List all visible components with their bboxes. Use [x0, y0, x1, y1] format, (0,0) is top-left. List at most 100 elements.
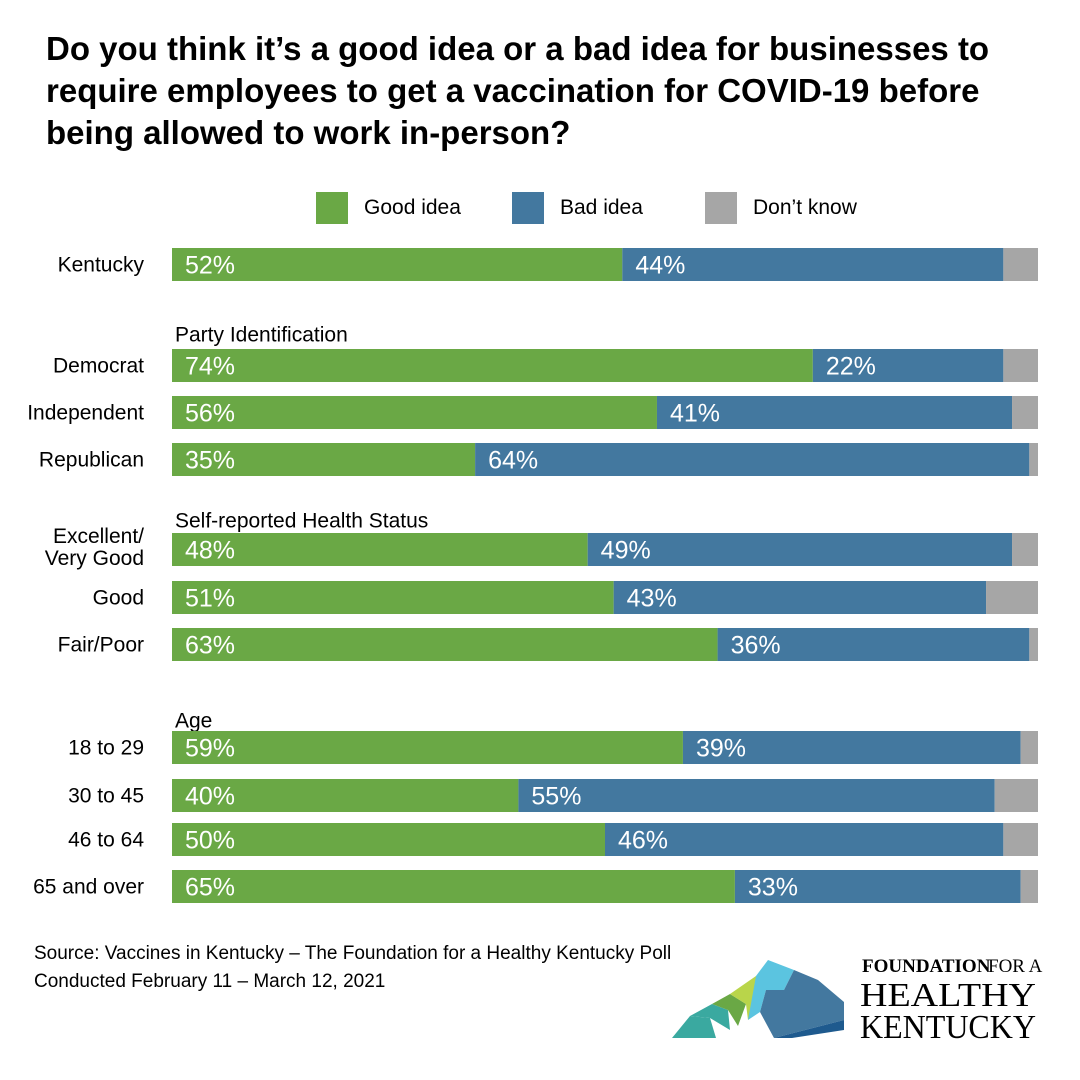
bar-dont-know [1003, 823, 1038, 856]
bar-bad [605, 823, 1004, 856]
category-label: 18 to 29 [68, 737, 144, 760]
logo-for-a-text: FOR A [988, 956, 1043, 977]
bar-row: Excellent/Very Good 48% 49% [45, 525, 1038, 570]
bar-bad [622, 248, 1004, 281]
bar-good [172, 731, 683, 764]
category-label: Excellent/Very Good [45, 525, 144, 570]
legend-item-dont-know: Don’t know [705, 190, 857, 226]
category-label: Republican [39, 449, 144, 472]
data-label-bad: 39% [696, 735, 746, 763]
bar-good [172, 870, 735, 903]
bar-bad [656, 396, 1013, 429]
category-label: 30 to 45 [68, 785, 144, 808]
bar-dont-know [994, 779, 1038, 812]
bar-dont-know [1003, 349, 1038, 382]
data-label-good: 50% [185, 827, 235, 855]
bar-row: Kentucky 52% 44% [58, 248, 1038, 281]
data-label-bad: 41% [670, 400, 720, 428]
bar-dont-know [986, 581, 1038, 614]
group-label: Party Identification [175, 324, 348, 347]
bar-good [172, 823, 605, 856]
bar-dont-know [1029, 628, 1038, 661]
data-label-good: 74% [185, 353, 235, 381]
data-label-good: 63% [185, 632, 235, 660]
source-note: Source: Vaccines in Kentucky – The Found… [34, 940, 774, 996]
bar-bad [475, 443, 1030, 476]
data-label-bad: 36% [731, 632, 781, 660]
bar-good [172, 248, 623, 281]
group-label: Self-reported Health Status [175, 510, 428, 533]
data-label-good: 59% [185, 735, 235, 763]
bar-row: Fair/Poor 63% 36% [58, 628, 1038, 661]
legend-item-good: Good idea [316, 190, 461, 226]
data-label-good: 40% [185, 783, 235, 811]
legend-label-dont-know: Don’t know [753, 196, 857, 219]
group-label: Age [175, 710, 212, 733]
bar-good [172, 443, 476, 476]
source-line-2: Conducted February 11 – March 12, 2021 [34, 971, 386, 992]
bar-row: Democrat 74% 22% [53, 349, 1038, 382]
legend-item-bad: Bad idea [512, 190, 643, 226]
bar-good [172, 628, 718, 661]
category-label: Independent [27, 402, 144, 425]
data-label-good: 56% [185, 400, 235, 428]
logo-kentucky-text: KENTUCKY [860, 1009, 1036, 1046]
bar-bad [518, 779, 995, 812]
bar-bad [682, 731, 1021, 764]
bar-dont-know [1020, 870, 1038, 903]
bar-row: 46 to 64 50% 46% [68, 823, 1038, 856]
data-label-bad: 43% [627, 585, 677, 613]
bar-dont-know [1020, 731, 1038, 764]
legend-label-good: Good idea [364, 196, 461, 219]
legend: Good idea Bad idea Don’t know [0, 190, 1080, 226]
category-label: Fair/Poor [58, 634, 144, 657]
bar-bad [812, 349, 1004, 382]
source-line-1: Source: Vaccines in Kentucky – The Found… [34, 943, 672, 964]
category-label: Democrat [53, 355, 144, 378]
bar-good [172, 533, 588, 566]
bar-bad [717, 628, 1030, 661]
bar-good [172, 581, 614, 614]
logo-foundation-text: FOUNDATION [862, 956, 991, 977]
bar-row: Independent 56% 41% [27, 396, 1038, 429]
bar-row: Good 51% 43% [93, 581, 1038, 614]
data-label-good: 65% [185, 874, 235, 902]
bar-good [172, 396, 657, 429]
data-label-good: 48% [185, 537, 235, 565]
bar-bad [613, 581, 987, 614]
data-label-bad: 46% [618, 827, 668, 855]
foundation-logo: FOUNDATION FOR A HEALTHY KENTUCKY [672, 956, 1043, 1046]
bar-dont-know [1029, 443, 1038, 476]
data-label-good: 51% [185, 585, 235, 613]
bar-good [172, 349, 813, 382]
legend-swatch-good [316, 192, 348, 224]
data-label-bad: 49% [601, 537, 651, 565]
data-label-bad: 64% [488, 447, 538, 475]
logo-healthy-text: HEALTHY [860, 977, 1036, 1014]
bar-bad [734, 870, 1021, 903]
data-label-bad: 33% [748, 874, 798, 902]
category-label: 65 and over [33, 876, 144, 899]
kentucky-shape-icon [672, 960, 844, 1038]
stacked-bar-chart: Kentucky 52% 44%Party IdentificationDemocr… [27, 248, 1038, 903]
legend-label-bad: Bad idea [560, 196, 643, 219]
chart-title: Do you think it’s a good idea or a bad i… [46, 30, 990, 151]
data-label-good: 52% [185, 252, 235, 280]
data-label-bad: 44% [635, 252, 685, 280]
bar-good [172, 779, 519, 812]
bar-row: 65 and over 65% 33% [33, 870, 1038, 903]
bar-row: Republican 35% 64% [39, 443, 1038, 476]
bar-row: 18 to 29 59% 39% [68, 731, 1038, 764]
bar-dont-know [1012, 533, 1038, 566]
category-label: Kentucky [58, 254, 145, 277]
data-label-good: 35% [185, 447, 235, 475]
bar-dont-know [1012, 396, 1038, 429]
legend-swatch-bad [512, 192, 544, 224]
data-label-bad: 55% [531, 783, 581, 811]
data-label-bad: 22% [826, 353, 876, 381]
category-label: 46 to 64 [68, 829, 144, 852]
legend-swatch-dont-know [705, 192, 737, 224]
bar-row: 30 to 45 40% 55% [68, 779, 1038, 812]
category-label: Good [93, 587, 144, 610]
bar-dont-know [1003, 248, 1038, 281]
